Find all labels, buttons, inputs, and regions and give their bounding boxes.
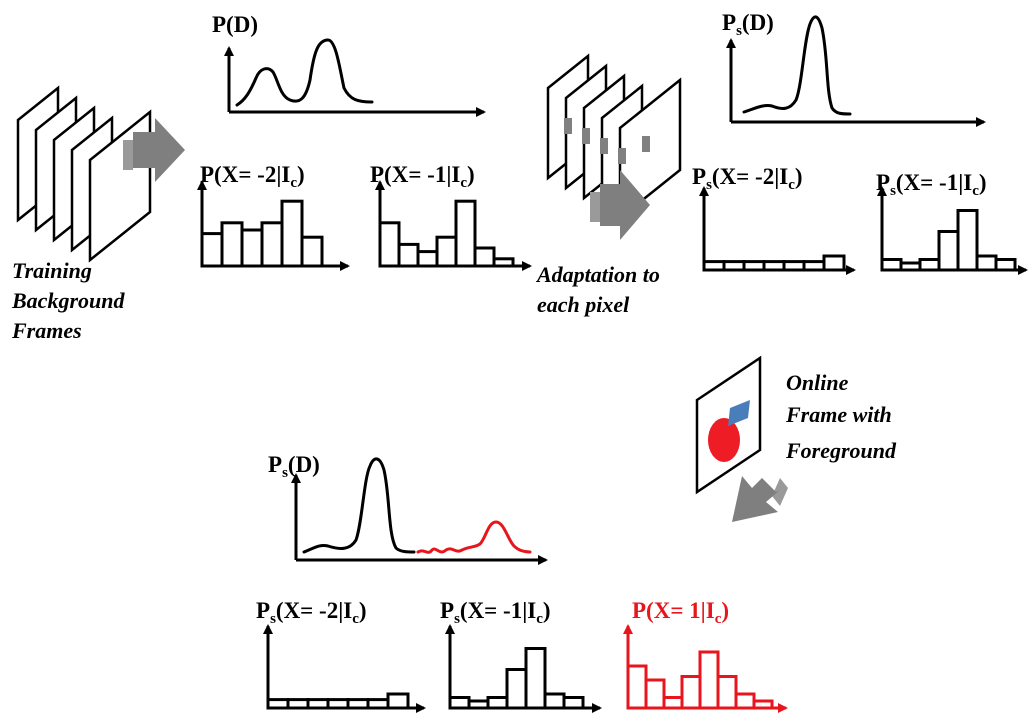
hist-top-3-plot [699,186,856,275]
caption-online-line2: Frame with [785,402,892,427]
h-bot-3-bar-6 [734,692,756,710]
svg-text:Ps(X= -1|Ic): Ps(X= -1|Ic) [876,170,987,199]
hist-bot-1-plot [263,624,426,713]
hist-bot-3-plot [623,624,788,713]
h-bot-3-bar-0 [626,664,648,710]
hist-bot-3-label: P(X= 1|I [632,598,715,623]
h-top-1-bar-4 [280,199,304,268]
h-top-2-bar-1 [397,242,420,268]
training-frames-stack [16,85,152,263]
h-top-1-bar-3 [260,221,284,268]
caption-online: Online Frame with Foreground [785,370,897,463]
hist-top-2: P(X= -1|Ic) [370,162,532,271]
psd-top-plot: Ps(D) [722,10,986,127]
h-top-4-bar-3 [937,230,960,272]
svg-text:Ps(D): Ps(D) [722,10,774,39]
h-bot-2-bar-6 [562,696,585,710]
h-top-1-bar-1 [220,221,244,268]
hist-top-3-label: P [692,164,706,189]
h-top-2-bar-5 [473,246,496,268]
psd-bottom-curve [302,457,416,554]
hist-bot-2-plot [445,624,602,713]
arrow-adaptation [590,170,650,240]
h-top-4-bar-2 [918,258,941,272]
h-top-2-bar-4 [454,199,477,268]
h-top-4-bar-6 [994,258,1017,272]
h-bot-3-bar-1 [644,678,666,710]
hist-bot-2-label: P [440,598,454,623]
hist-bot-1: Ps(X= -2|Ic) [256,598,426,713]
caption-training-line2: Background [11,288,125,313]
h-bot-3-bar-3 [680,675,702,710]
h-bot-2-bar-5 [543,692,566,710]
h-top-2-bar-3 [435,235,458,268]
svg-text:P(X= 1|Ic): P(X= 1|Ic) [632,598,729,627]
hist-bot-1-label: P [256,598,270,623]
pd-top-plot: P(D) [212,12,486,117]
svg-text:P(X= -1|Ic): P(X= -1|Ic) [370,162,475,191]
h-top-3-bar-6 [822,254,846,272]
arrow-training-to-model [123,118,185,182]
h-bot-3-bar-5 [716,675,738,710]
adaptation-frames-stack [546,53,682,221]
caption-online-line3: Foreground [785,438,897,463]
hist-top-1-label: P(X= -2|I [200,162,290,187]
caption-adaptation-line1: Adaptation to [535,262,660,287]
caption-training-line1: Training [12,258,92,283]
h-bot-3-bar-4 [698,650,720,710]
psd-top-curve [742,15,852,116]
hist-bot-3: P(X= 1|Ic) [623,598,788,713]
svg-text:Ps(D): Ps(D) [268,452,320,481]
caption-adaptation-line2: each pixel [537,292,630,317]
hist-top-4: Ps(X= -1|Ic) [876,170,1028,275]
hist-top-2-label: P(X= -1|I [370,162,460,187]
h-top-2-bar-2 [416,250,439,268]
h-top-4-bar-0 [880,258,903,272]
hist-top-2-plot [375,180,532,271]
h-top-1-bar-5 [300,235,324,268]
hist-bot-2: Ps(X= -1|Ic) [440,598,602,713]
caption-online-line1: Online [786,370,849,395]
psd-bottom-plot: Ps(D) [268,452,548,565]
foreground-blob [708,418,740,462]
h-bot-1-bar-6 [386,692,410,710]
h-bot-2-bar-2 [486,696,509,710]
psd-bottom-label: P [268,452,282,477]
h-bot-2-bar-0 [448,696,471,710]
svg-text:Ps(X= -2|Ic): Ps(X= -2|Ic) [692,164,803,193]
svg-text:Ps(X= -1|Ic): Ps(X= -1|Ic) [440,598,551,627]
arrow-online-to-model [732,476,788,522]
hist-top-1: P(X= -2|Ic) [197,162,350,271]
hist-top-4-plot [877,186,1028,275]
hist-top-3: Ps(X= -2|Ic) [692,164,856,275]
svg-text:P(X= -2|Ic): P(X= -2|Ic) [200,162,305,191]
h-bot-3-bar-2 [662,696,684,710]
pd-top-curve [235,38,374,107]
pd-top-label: P(D) [212,12,258,37]
h-top-2-bar-0 [378,221,401,268]
caption-adaptation: Adaptation to each pixel [535,262,660,317]
online-frame [695,355,762,495]
h-bot-2-bar-4 [524,647,547,710]
psd-top-label: P [722,10,736,35]
svg-text:Ps(X= -2|Ic): Ps(X= -2|Ic) [256,598,367,627]
h-top-1-bar-0 [200,232,224,268]
caption-training: Training Background Frames [11,258,125,343]
h-bot-2-bar-3 [505,668,528,710]
h-top-1-bar-2 [240,228,264,268]
h-top-4-bar-4 [956,209,979,272]
h-top-4-bar-5 [975,254,998,272]
psd-bottom-foreground-curve [416,520,532,554]
foreground-patch [728,400,750,426]
hist-top-1-plot [197,180,350,271]
caption-training-line3: Frames [11,318,82,343]
